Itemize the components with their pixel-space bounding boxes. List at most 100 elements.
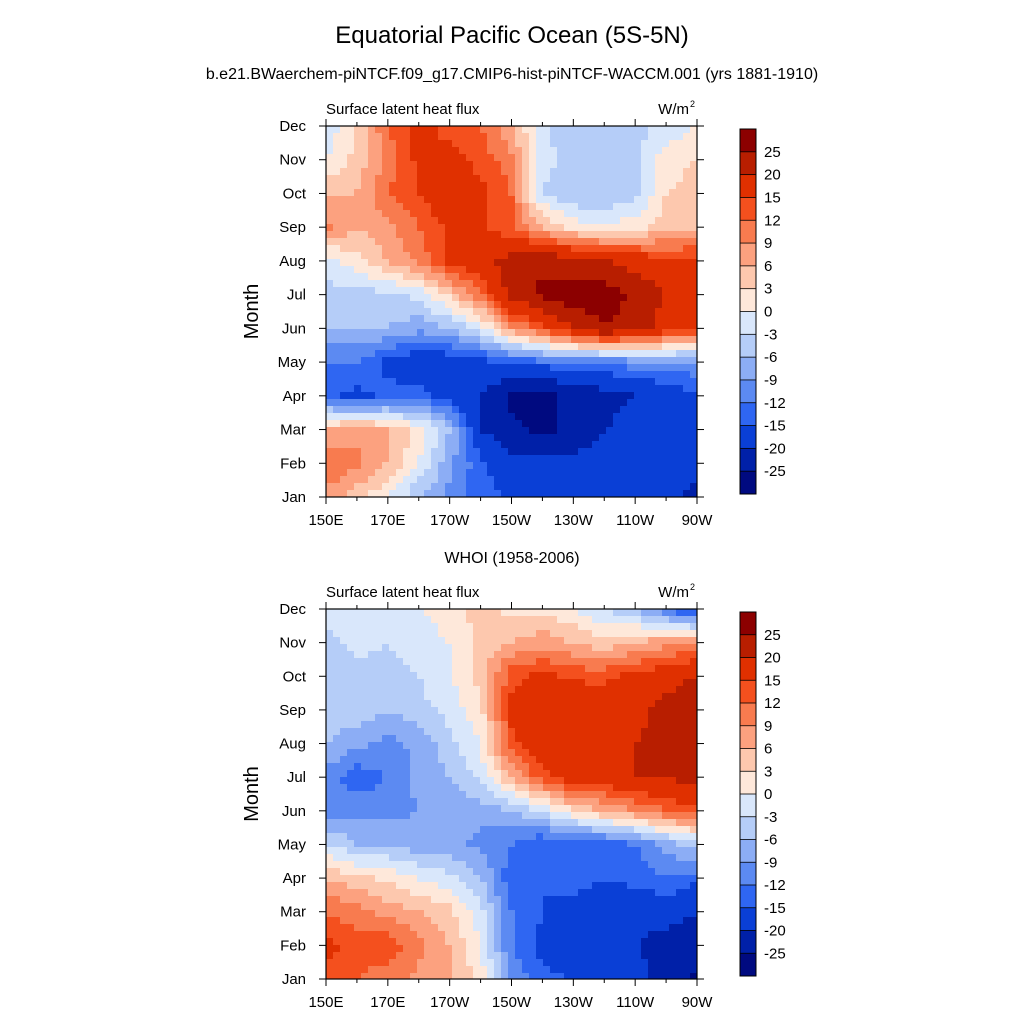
heatmap-cell — [375, 630, 383, 638]
heatmap-cell — [592, 686, 600, 694]
heatmap-cell — [403, 210, 411, 218]
heatmap-cell — [368, 462, 376, 470]
heatmap-cell — [494, 406, 502, 414]
heatmap-cell — [683, 749, 691, 757]
heatmap-cell — [487, 273, 495, 281]
heatmap-cell — [508, 308, 516, 316]
heatmap-cell — [466, 861, 474, 869]
heatmap-cell — [676, 735, 684, 743]
heatmap-cell — [557, 798, 565, 806]
heatmap-cell — [571, 364, 579, 372]
heatmap-cell — [403, 630, 411, 638]
heatmap-cell — [599, 658, 607, 666]
heatmap-cell — [655, 791, 663, 799]
heatmap-cell — [585, 154, 593, 162]
heatmap-cell — [354, 448, 362, 456]
heatmap-cell — [648, 336, 656, 344]
heatmap-cell — [550, 462, 558, 470]
heatmap-cell — [648, 140, 656, 148]
heatmap-cell — [452, 476, 460, 484]
heatmap-cell — [508, 182, 516, 190]
heatmap-cell — [690, 665, 697, 673]
heatmap-cell — [529, 686, 537, 694]
heatmap-cell — [368, 805, 376, 813]
heatmap-cell — [536, 231, 544, 239]
heatmap-cell — [676, 469, 684, 477]
heatmap-cell — [459, 483, 467, 491]
heatmap-cell — [403, 672, 411, 680]
heatmap-cell — [354, 140, 362, 148]
heatmap-cell — [466, 196, 474, 204]
heatmap-cell — [669, 861, 677, 869]
heatmap-cell — [382, 385, 390, 393]
heatmap-cell — [438, 392, 446, 400]
heatmap-cell — [592, 168, 600, 176]
heatmap-cell — [648, 364, 656, 372]
heatmap-cell — [627, 182, 635, 190]
heatmap-cell — [333, 819, 341, 827]
heatmap-cell — [466, 455, 474, 463]
heatmap-cell — [522, 161, 530, 169]
heatmap-cell — [648, 623, 656, 631]
heatmap-cell — [536, 833, 544, 841]
heatmap-cell — [655, 448, 663, 456]
heatmap-cell — [676, 322, 684, 330]
heatmap-cell — [648, 805, 656, 813]
heatmap-cell — [550, 812, 558, 820]
heatmap-cell — [424, 469, 432, 477]
heatmap-cell — [599, 343, 607, 351]
heatmap-cell — [333, 448, 341, 456]
heatmap-cell — [620, 665, 628, 673]
heatmap-cell — [438, 196, 446, 204]
heatmap-cell — [382, 224, 390, 232]
heatmap-cell — [690, 847, 697, 855]
heatmap-cell — [634, 266, 642, 274]
heatmap-cell — [536, 819, 544, 827]
heatmap-cell — [648, 413, 656, 421]
heatmap-cell — [613, 665, 621, 673]
heatmap-cell — [606, 609, 614, 617]
heatmap-cell — [452, 623, 460, 631]
heatmap-cell — [452, 322, 460, 330]
heatmap-cell — [494, 210, 502, 218]
heatmap-cell — [389, 861, 397, 869]
heatmap-cell — [606, 287, 614, 295]
heatmap-cell — [403, 161, 411, 169]
heatmap-cell — [662, 840, 670, 848]
heatmap-cell — [676, 189, 684, 197]
heatmap-cell — [326, 378, 334, 386]
heatmap-cell — [333, 756, 341, 764]
heatmap-cell — [466, 315, 474, 323]
heatmap-cell — [438, 707, 446, 715]
heatmap-cell — [480, 161, 488, 169]
heatmap-cell — [683, 133, 691, 141]
heatmap-cell — [382, 805, 390, 813]
heatmap-cell — [340, 441, 348, 449]
heatmap-cell — [606, 161, 614, 169]
heatmap-cell — [326, 168, 334, 176]
heatmap-cell — [564, 392, 572, 400]
heatmap-cell — [571, 630, 579, 638]
heatmap-cell — [466, 245, 474, 253]
heatmap-cell — [361, 805, 369, 813]
heatmap-cell — [466, 623, 474, 631]
heatmap-cell — [410, 203, 418, 211]
heatmap-cell — [508, 455, 516, 463]
heatmap-cell — [368, 280, 376, 288]
heatmap-cell — [648, 861, 656, 869]
heatmap-cell — [585, 182, 593, 190]
heatmap-cell — [585, 644, 593, 652]
heatmap-cell — [424, 700, 432, 708]
heatmap-cell — [543, 434, 551, 442]
heatmap-cell — [487, 259, 495, 267]
heatmap-cell — [494, 189, 502, 197]
heatmap-cell — [641, 469, 649, 477]
heatmap-cell — [522, 357, 530, 365]
heatmap-cell — [634, 749, 642, 757]
heatmap-cell — [459, 406, 467, 414]
heatmap-cell — [585, 812, 593, 820]
heatmap-cell — [543, 238, 551, 246]
heatmap-cell — [438, 315, 446, 323]
heatmap-cell — [403, 791, 411, 799]
